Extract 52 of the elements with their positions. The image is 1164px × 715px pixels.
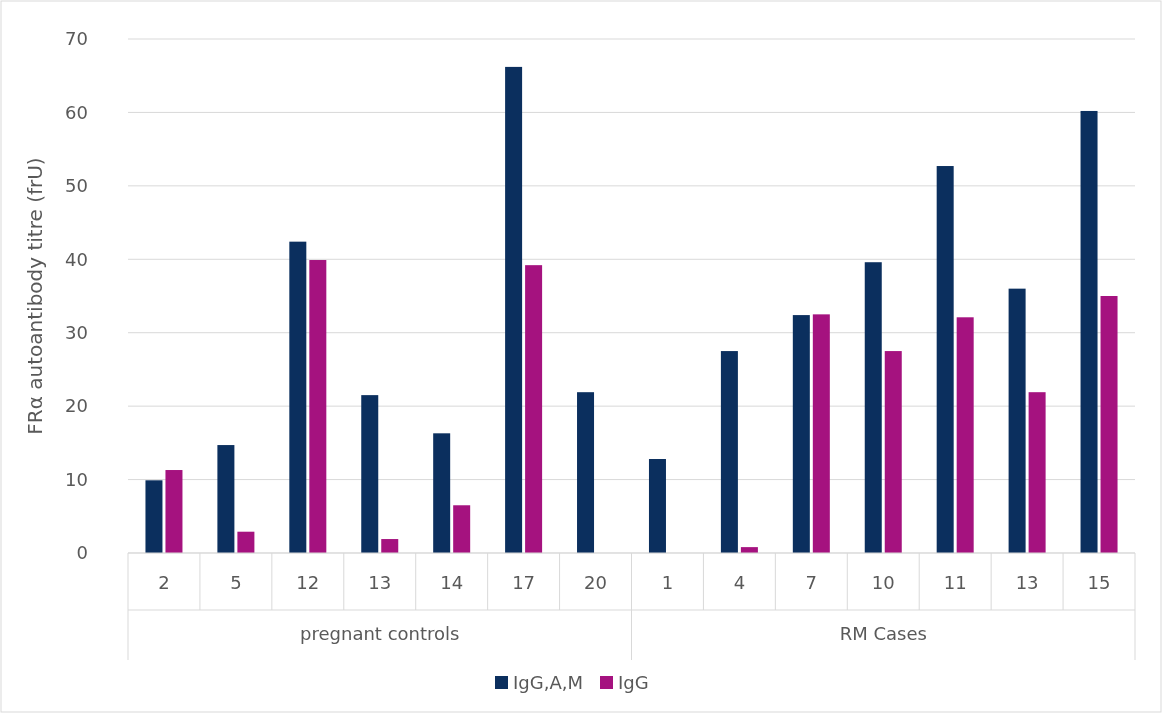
x-tick-label: 2 <box>158 572 170 594</box>
bar <box>1028 392 1046 553</box>
bar <box>525 265 543 553</box>
bar <box>217 445 235 553</box>
legend-label: IgG <box>618 672 649 694</box>
text: RM Cases <box>839 623 927 645</box>
bar <box>505 66 523 553</box>
x-tick-label: 15 <box>1087 572 1111 594</box>
bar <box>309 260 327 553</box>
x-tick-label: 7 <box>805 572 818 594</box>
bar <box>812 314 830 553</box>
bar <box>361 395 379 553</box>
y-tick-label: 70 <box>65 28 88 50</box>
bar <box>864 262 882 553</box>
bar <box>433 433 451 553</box>
x-tick-label: 4 <box>733 572 746 594</box>
y-tick-label: 30 <box>65 322 88 344</box>
y-tick-label: 0 <box>76 542 88 564</box>
bar <box>145 480 163 553</box>
y-tick-label: 60 <box>65 101 88 123</box>
bar <box>1008 288 1026 553</box>
bar <box>1080 110 1098 553</box>
bar <box>720 351 738 553</box>
y-tick-label: 10 <box>65 468 88 490</box>
bar <box>792 315 810 553</box>
x-tick-label: 5 <box>230 572 242 594</box>
x-tick-label: 17 <box>512 572 536 594</box>
bar <box>648 459 666 553</box>
bar <box>289 241 307 553</box>
bar <box>956 317 974 553</box>
x-tick-label: 13 <box>1015 572 1039 594</box>
y-tick-label: 50 <box>65 175 88 197</box>
bar <box>237 531 255 553</box>
x-tick-label: 10 <box>871 572 895 594</box>
bar <box>453 505 471 553</box>
y-tick-label: 40 <box>65 248 88 270</box>
x-tick-label: 12 <box>296 572 320 594</box>
bar <box>577 392 595 553</box>
text: pregnant controls <box>300 623 460 645</box>
y-axis-title: FRα autoantibody titre (frU) <box>23 157 47 435</box>
legend-label: IgG,A,M <box>513 672 583 694</box>
x-tick-label: 11 <box>943 572 967 594</box>
y-tick-label: 20 <box>65 395 88 417</box>
x-tick-label: 13 <box>368 572 392 594</box>
x-tick-label: 14 <box>440 572 464 594</box>
bar <box>1100 296 1118 553</box>
bar <box>936 166 954 553</box>
x-tick-label: 1 <box>661 572 674 594</box>
bar <box>884 351 902 553</box>
bar <box>381 539 399 553</box>
bar <box>165 470 183 553</box>
x-tick-label: 20 <box>584 572 607 594</box>
